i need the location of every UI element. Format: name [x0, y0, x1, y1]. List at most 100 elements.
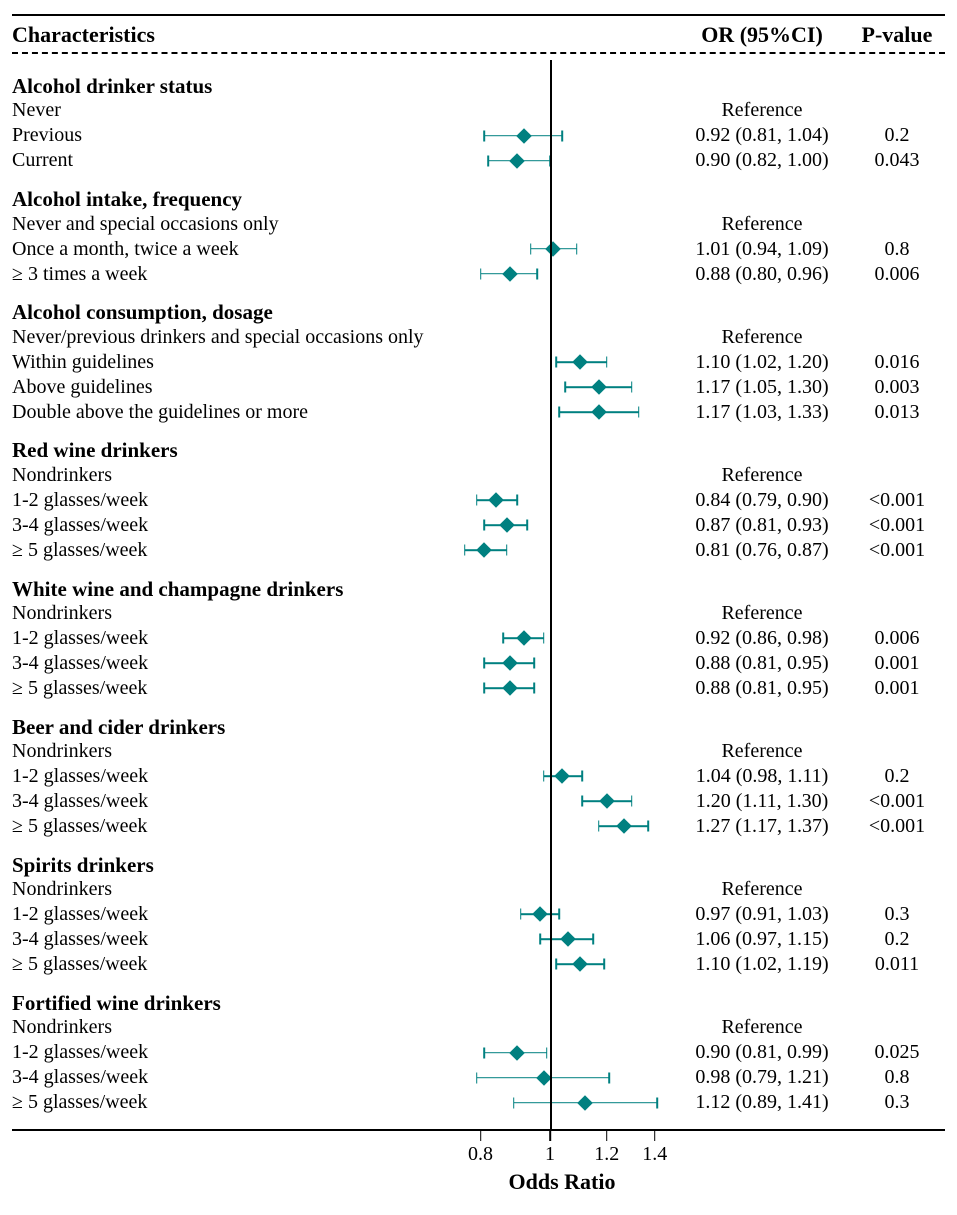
point-estimate-diamond — [477, 542, 493, 558]
point-estimate-diamond — [533, 907, 549, 923]
forest-row: 1-2 glasses/week0.92 (0.86, 0.98)0.006 — [12, 626, 945, 651]
rule-dashed — [12, 52, 945, 54]
point-estimate-diamond — [509, 1045, 525, 1061]
point-estimate-diamond — [516, 128, 532, 144]
row-label: Within guidelines — [12, 350, 452, 374]
axis-column: Odds Ratio 0.811.21.4 — [452, 1131, 672, 1195]
ci-cap-right — [582, 771, 584, 782]
row-plot-cell — [452, 1090, 672, 1115]
row-plot-cell — [452, 902, 672, 927]
row-plot-cell — [452, 789, 672, 814]
ci-cap-left — [484, 658, 486, 669]
forest-row: 1-2 glasses/week0.90 (0.81, 0.99)0.025 — [12, 1040, 945, 1065]
forest-plot-body: Alcohol drinker statusNeverReferencePrev… — [12, 60, 945, 1129]
row-plot-cell — [452, 651, 672, 676]
row-label: ≥ 5 glasses/week — [12, 814, 452, 838]
point-estimate-diamond — [572, 354, 588, 370]
row-plot-cell — [452, 399, 672, 424]
row-plot-cell — [452, 148, 672, 173]
row-p-value: <0.001 — [852, 789, 942, 813]
forest-row: 1-2 glasses/week0.97 (0.91, 1.03)0.3 — [12, 902, 945, 927]
row-or-text: Reference — [672, 98, 852, 122]
forest-row: 3-4 glasses/week1.20 (1.11, 1.30)<0.001 — [12, 789, 945, 814]
forest-row: 3-4 glasses/week0.98 (0.79, 1.21)0.8 — [12, 1065, 945, 1090]
group-title: Fortified wine drinkers — [12, 977, 945, 1015]
row-label: ≥ 5 glasses/week — [12, 538, 452, 562]
row-plot-cell — [452, 236, 672, 261]
row-or-text: 1.27 (1.17, 1.37) — [672, 814, 852, 838]
ci-cap-left — [480, 268, 482, 279]
axis-tick-label: 1 — [545, 1143, 555, 1166]
row-or-text: Reference — [672, 212, 852, 236]
row-p-value: 0.006 — [852, 626, 942, 650]
forest-row: NondrinkersReference — [12, 1015, 945, 1040]
row-label: ≥ 3 times a week — [12, 262, 452, 286]
row-label: Once a month, twice a week — [12, 237, 452, 261]
header-row: Characteristics OR (95%CI) P-value — [12, 16, 945, 52]
ci-cap-right — [638, 406, 640, 417]
row-label: 1-2 glasses/week — [12, 626, 452, 650]
ci-cap-left — [582, 796, 584, 807]
group-title: Beer and cider drinkers — [12, 701, 945, 739]
forest-row: 3-4 glasses/week0.88 (0.81, 0.95)0.001 — [12, 651, 945, 676]
row-label: Nondrinkers — [12, 463, 452, 487]
group-title: Alcohol drinker status — [12, 60, 945, 98]
forest-row: Nondrinkers Reference — [12, 877, 945, 902]
ci-cap-right — [506, 545, 508, 556]
row-or-text: 1.17 (1.03, 1.33) — [672, 400, 852, 424]
row-p-value: <0.001 — [852, 538, 942, 562]
ci-cap-right — [603, 959, 605, 970]
row-plot-cell — [452, 952, 672, 977]
forest-row: NondrinkersReference — [12, 601, 945, 626]
row-or-text: 0.88 (0.80, 0.96) — [672, 262, 852, 286]
row-plot-cell — [452, 374, 672, 399]
ci-cap-left — [513, 1097, 515, 1108]
row-label: ≥ 5 glasses/week — [12, 1090, 452, 1114]
row-or-text: Reference — [672, 877, 852, 901]
row-plot-cell — [452, 211, 672, 236]
point-estimate-diamond — [516, 630, 532, 646]
row-plot-cell — [452, 463, 672, 488]
ci-cap-left — [502, 633, 504, 644]
ci-cap-right — [647, 821, 649, 832]
row-or-text: 0.87 (0.81, 0.93) — [672, 513, 852, 537]
row-label: Double above the guidelines or more — [12, 400, 452, 424]
row-label: Current — [12, 148, 452, 172]
axis-area: Odds Ratio 0.811.21.4 — [12, 1131, 945, 1195]
row-or-text: Reference — [672, 601, 852, 625]
row-plot-cell — [452, 601, 672, 626]
row-p-value: 0.001 — [852, 676, 942, 700]
forest-row: Never and special occasions onlyReferenc… — [12, 211, 945, 236]
row-p-value: 0.003 — [852, 375, 942, 399]
row-or-text: 0.88 (0.81, 0.95) — [672, 651, 852, 675]
reference-line — [550, 60, 552, 1129]
ci-cap-right — [546, 1047, 548, 1058]
row-or-text: 1.04 (0.98, 1.11) — [672, 764, 852, 788]
axis-tick-label: 0.8 — [468, 1143, 493, 1166]
ci-cap-right — [609, 1072, 611, 1083]
forest-plot-figure: Characteristics OR (95%CI) P-value Alcoh… — [0, 0, 957, 1215]
row-or-text: 0.98 (0.79, 1.21) — [672, 1065, 852, 1089]
row-label: Nondrinkers — [12, 1015, 452, 1039]
forest-row: ≥ 5 glasses/week 1.27 (1.17, 1.37)<0.001 — [12, 814, 945, 839]
row-p-value: <0.001 — [852, 513, 942, 537]
point-estimate-diamond — [488, 492, 504, 508]
row-p-value: 0.8 — [852, 1065, 942, 1089]
ci-cap-left — [598, 821, 600, 832]
row-label: Nondrinkers — [12, 877, 452, 901]
row-plot-cell — [452, 488, 672, 513]
row-p-value: 0.043 — [852, 148, 942, 172]
ci-cap-left — [520, 909, 522, 920]
forest-row: Current0.90 (0.82, 1.00)0.043 — [12, 148, 945, 173]
row-p-value: 0.025 — [852, 1040, 942, 1064]
point-estimate-diamond — [560, 932, 576, 948]
forest-row: Never/previous drinkers and special occa… — [12, 324, 945, 349]
row-plot-cell — [452, 1015, 672, 1040]
row-plot-cell — [452, 1065, 672, 1090]
ci-cap-left — [558, 406, 560, 417]
row-p-value: 0.011 — [852, 952, 942, 976]
row-p-value: <0.001 — [852, 814, 942, 838]
ci-cap-right — [558, 909, 560, 920]
forest-row: Above guidelines1.17 (1.05, 1.30)0.003 — [12, 374, 945, 399]
row-plot-cell — [452, 877, 672, 902]
